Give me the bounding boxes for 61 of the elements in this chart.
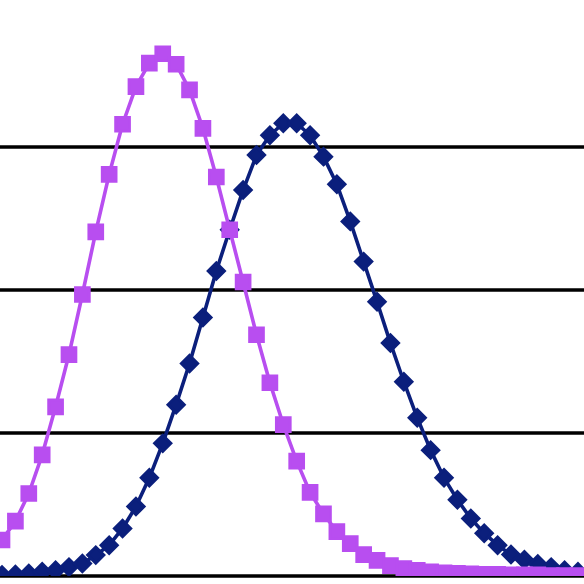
point [501, 544, 521, 565]
point [354, 251, 374, 272]
point [447, 490, 468, 510]
point [355, 546, 372, 563]
point [60, 346, 78, 363]
point [327, 174, 347, 194]
point [126, 496, 146, 517]
point [261, 374, 279, 392]
point [407, 408, 427, 428]
point [287, 113, 307, 133]
point [394, 372, 414, 392]
point [514, 550, 535, 570]
point [100, 166, 118, 183]
point [33, 446, 51, 464]
point [233, 180, 253, 200]
point [74, 286, 91, 303]
point [315, 505, 332, 523]
point [206, 261, 226, 281]
point [248, 326, 265, 344]
point [166, 395, 186, 415]
point [382, 557, 399, 574]
point [179, 353, 200, 374]
point [47, 398, 64, 416]
point [380, 333, 401, 353]
point [207, 168, 225, 186]
point [45, 560, 66, 576]
point [420, 440, 441, 460]
point [274, 416, 292, 433]
point [301, 484, 319, 501]
point [260, 125, 280, 145]
point [288, 452, 306, 470]
point [139, 468, 159, 488]
point [246, 145, 267, 165]
point [328, 523, 346, 540]
point [194, 120, 212, 137]
point [72, 553, 93, 574]
point [141, 54, 158, 72]
point [167, 55, 185, 73]
point [193, 307, 213, 328]
point [112, 518, 133, 539]
point [99, 535, 119, 555]
point [234, 273, 252, 291]
point [341, 535, 359, 552]
point [474, 523, 494, 543]
point [340, 211, 360, 232]
point [7, 512, 24, 530]
point [20, 485, 38, 502]
point [367, 292, 387, 312]
point [154, 45, 172, 63]
point [86, 545, 106, 565]
point [487, 535, 508, 555]
point [59, 557, 79, 576]
point [153, 433, 173, 453]
point [461, 508, 481, 529]
point [87, 223, 105, 241]
point [114, 115, 131, 133]
point [313, 147, 334, 167]
point [300, 125, 320, 145]
point [434, 468, 454, 488]
point [127, 78, 145, 95]
point [181, 81, 198, 99]
